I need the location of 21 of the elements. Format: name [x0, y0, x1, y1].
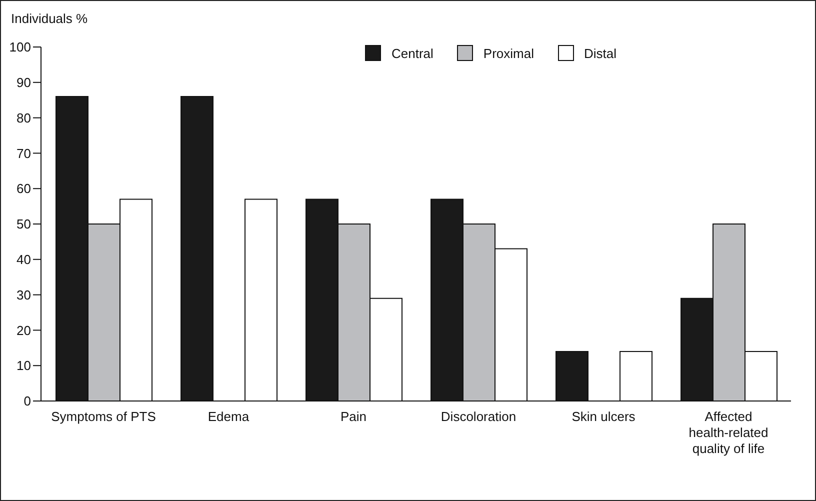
x-tick-label: Pain: [340, 409, 367, 424]
y-tick-label: 40: [16, 252, 31, 268]
legend-label: Proximal: [483, 46, 534, 60]
legend-label: Distal: [584, 46, 616, 60]
y-tick-label: 30: [16, 287, 31, 302]
y-tick-label: 20: [16, 322, 31, 338]
y-tick-label: 80: [16, 110, 31, 126]
x-tick-label: Edema: [208, 409, 250, 424]
y-tick-label: 10: [16, 358, 31, 374]
y-tick-label: 60: [16, 181, 31, 196]
y-tick-label: 0: [24, 394, 31, 409]
y-tick-label: 70: [16, 146, 31, 161]
x-tick-label: Affected health-related quality of life: [688, 409, 768, 456]
y-axis-title: Individuals %: [11, 11, 88, 26]
x-tick-label: Symptoms of PTS: [51, 409, 156, 424]
y-tick-label: 100: [9, 40, 31, 55]
legend-label: Central: [391, 46, 434, 60]
x-tick-label: Skin ulcers: [572, 409, 636, 424]
x-tick-label: Discoloration: [440, 409, 516, 424]
y-tick-label: 90: [16, 75, 31, 90]
y-tick-label: 50: [16, 216, 31, 232]
